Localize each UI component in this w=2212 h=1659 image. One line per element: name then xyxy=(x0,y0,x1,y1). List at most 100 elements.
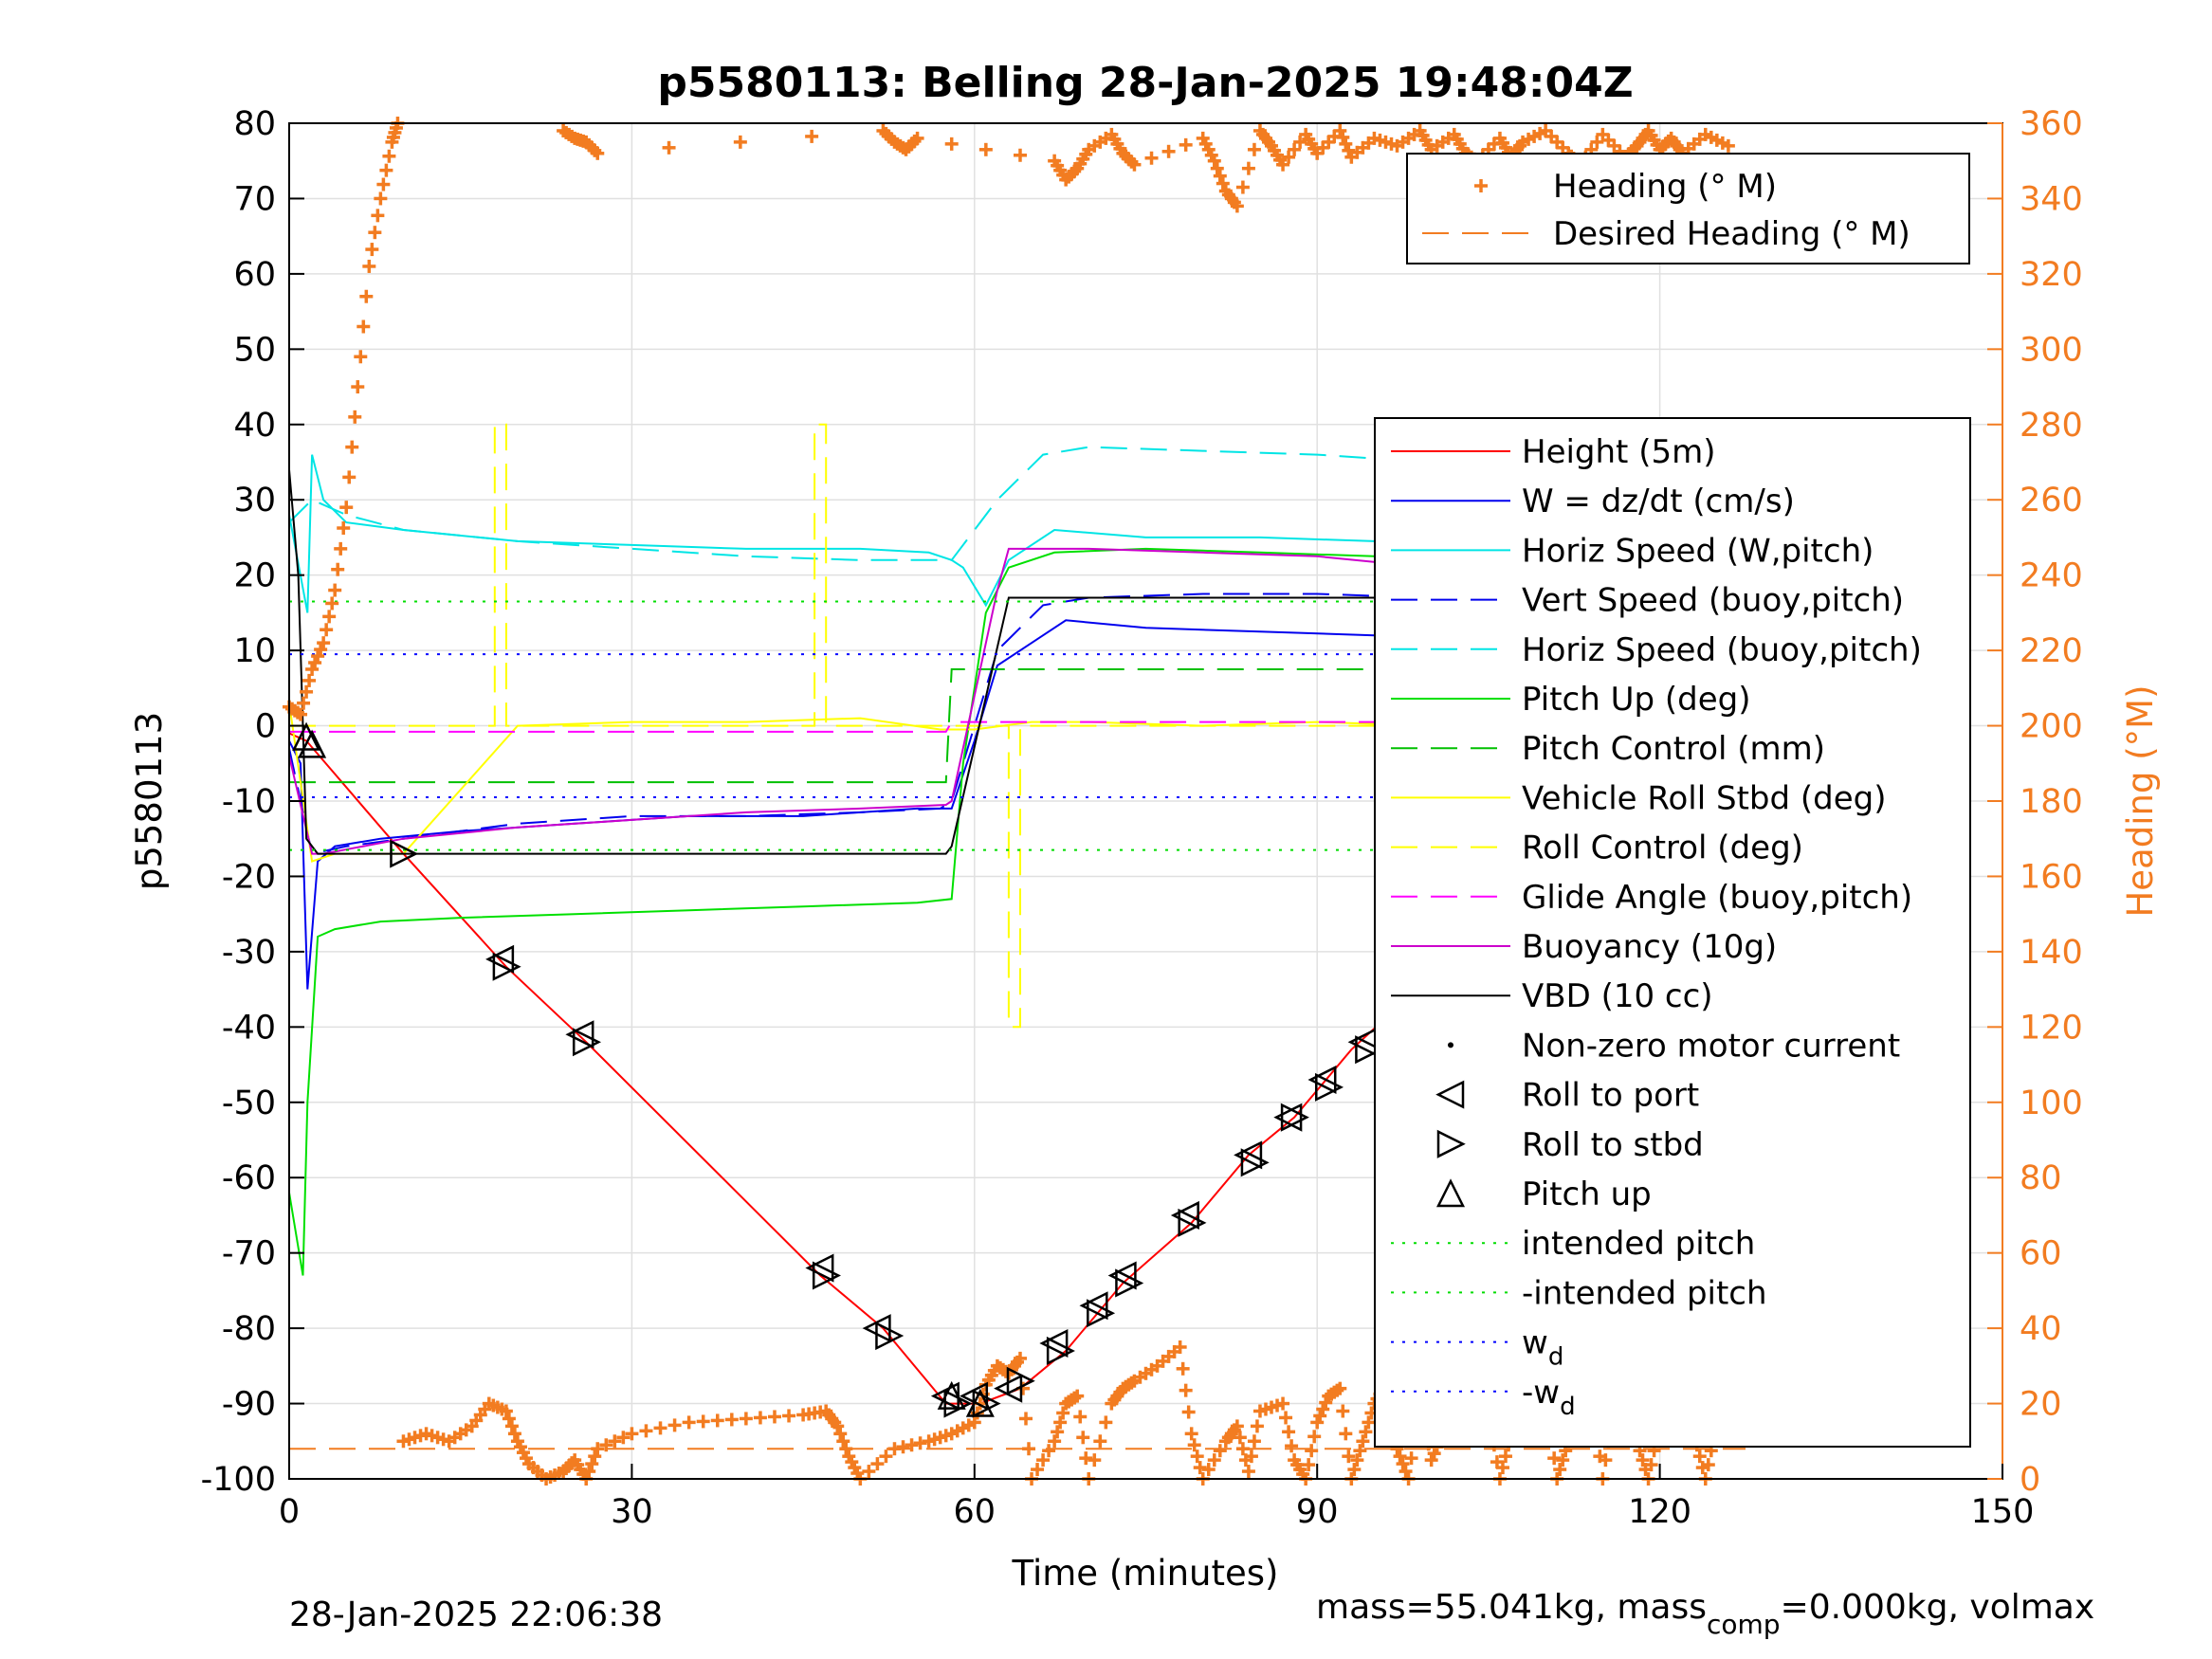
heading-point xyxy=(896,1440,910,1454)
series-line-vbd-10-cc- xyxy=(288,469,1746,855)
heading-point xyxy=(978,142,993,156)
heading-point xyxy=(831,1419,845,1433)
heading-point xyxy=(379,163,393,177)
heading-point xyxy=(371,209,385,223)
heading-point xyxy=(833,1427,848,1441)
y-right-tick-label: 240 xyxy=(2020,557,2083,595)
legend-swatch xyxy=(1435,1178,1466,1208)
legend-label: Height (5m) xyxy=(1522,433,1715,471)
heading-point xyxy=(322,610,337,624)
heading-point xyxy=(1553,1463,1567,1477)
heading-point xyxy=(351,380,365,394)
heading-point xyxy=(320,623,334,637)
series-line-pitch-control-mm- xyxy=(289,668,1746,784)
roll-to-stbd-marker xyxy=(492,952,521,981)
heading-point xyxy=(662,140,676,155)
heading-point xyxy=(1193,1461,1207,1475)
heading-point xyxy=(359,289,374,303)
legend-label: W = dz/dt (cm/s) xyxy=(1522,483,1795,520)
marker-layer xyxy=(283,117,1754,1486)
y-tick-label: 60 xyxy=(233,256,276,294)
roll-to-stbd-marker xyxy=(1314,1072,1344,1102)
footer-timestamp: 28-Jan-2025 22:06:38 xyxy=(289,1595,663,1634)
heading-point xyxy=(362,259,376,273)
y-axis-label-right: Heading (°M) xyxy=(2120,684,2161,917)
heading-point xyxy=(753,1411,767,1425)
heading-point xyxy=(879,1449,893,1464)
roll-to-stbd-marker xyxy=(1280,1103,1309,1132)
roll-to-stbd-marker xyxy=(572,1028,602,1057)
heading-point xyxy=(1235,1442,1250,1456)
heading-point xyxy=(1393,1449,1407,1464)
legend-label: Vehicle Roll Stbd (deg) xyxy=(1522,779,1887,817)
y-right-tick-label: 320 xyxy=(2020,256,2083,294)
heading-point xyxy=(1362,1415,1376,1430)
heading-point xyxy=(1201,1463,1216,1477)
roll-to-port-marker xyxy=(1039,1328,1069,1358)
y-right-tick-label: 140 xyxy=(2020,934,2083,972)
heading-point xyxy=(1210,161,1224,175)
heading-point xyxy=(1241,161,1255,175)
y-tick-label: -100 xyxy=(201,1461,276,1499)
heading-point xyxy=(1359,1425,1373,1439)
heading-point xyxy=(325,596,339,611)
series-line-pitch-up-deg- xyxy=(288,547,1740,1276)
heading-point xyxy=(1019,1412,1033,1426)
heading-legend-label: Heading (° M) xyxy=(1553,168,1777,206)
roll-to-stbd-marker xyxy=(1087,1299,1116,1328)
x-tick-label: 120 xyxy=(1628,1493,1691,1531)
heading-point xyxy=(733,135,747,149)
y-right-tick-label: 80 xyxy=(2020,1159,2062,1197)
heading-point xyxy=(1216,176,1230,191)
heading-point xyxy=(1013,148,1027,162)
roll-to-port-marker xyxy=(1107,1261,1137,1290)
y-tick-label: -10 xyxy=(222,783,276,821)
heading-point xyxy=(625,1427,639,1441)
heading-point xyxy=(588,1449,602,1464)
heading-point xyxy=(1396,1457,1410,1471)
heading-point xyxy=(342,470,356,484)
y-right-tick-label: 100 xyxy=(2020,1085,2083,1122)
heading-point xyxy=(1181,1405,1196,1419)
legend-swatch xyxy=(1448,1042,1453,1048)
heading-point xyxy=(639,1424,653,1438)
heading-point xyxy=(1495,1461,1509,1475)
heading-point xyxy=(1547,1451,1562,1466)
heading-point xyxy=(599,1438,613,1452)
heading-point xyxy=(376,177,391,191)
legend-label: -intended pitch xyxy=(1522,1274,1767,1312)
heading-point xyxy=(616,1431,631,1445)
heading-point xyxy=(1230,199,1244,213)
heading-point xyxy=(1207,154,1221,168)
heading-point xyxy=(1498,1449,1512,1464)
heading-point xyxy=(504,1419,519,1433)
legend-label: Pitch up xyxy=(1522,1176,1652,1213)
y-tick-label: -20 xyxy=(222,858,276,896)
heading-point xyxy=(1207,1453,1221,1468)
heading-point xyxy=(1636,1453,1650,1468)
heading-point xyxy=(1474,179,1488,192)
y-tick-label: -90 xyxy=(222,1386,276,1424)
x-tick-label: 150 xyxy=(1971,1493,2035,1531)
heading-point xyxy=(1179,1383,1193,1397)
y-right-tick-label: 60 xyxy=(2020,1235,2062,1273)
heading-point xyxy=(345,440,359,454)
legend-label: Roll to stbd xyxy=(1522,1126,1704,1164)
y-right-tick-label: 280 xyxy=(2020,407,2083,445)
heading-point xyxy=(1247,142,1261,156)
heading-point xyxy=(739,1412,753,1426)
footer-mass: mass=55.041kg, masscomp=0.000kg, volmax xyxy=(1316,1588,2094,1640)
heading-point xyxy=(1644,1458,1658,1472)
y-tick-label: -80 xyxy=(222,1310,276,1348)
right-axis-ticks: 3603403203002802602402202001801601401201… xyxy=(1987,105,2083,1499)
heading-point xyxy=(839,1442,853,1456)
series-line-roll-control-deg- xyxy=(289,423,1740,1029)
heading-point xyxy=(1353,1444,1367,1458)
heading-point xyxy=(300,684,314,699)
heading-point xyxy=(1339,1427,1353,1441)
heading-point xyxy=(1070,1389,1085,1403)
y-right-tick-label: 340 xyxy=(2020,180,2083,218)
heading-point xyxy=(368,226,382,240)
heading-point xyxy=(870,1457,885,1471)
roll-to-port-marker xyxy=(1079,1291,1108,1321)
